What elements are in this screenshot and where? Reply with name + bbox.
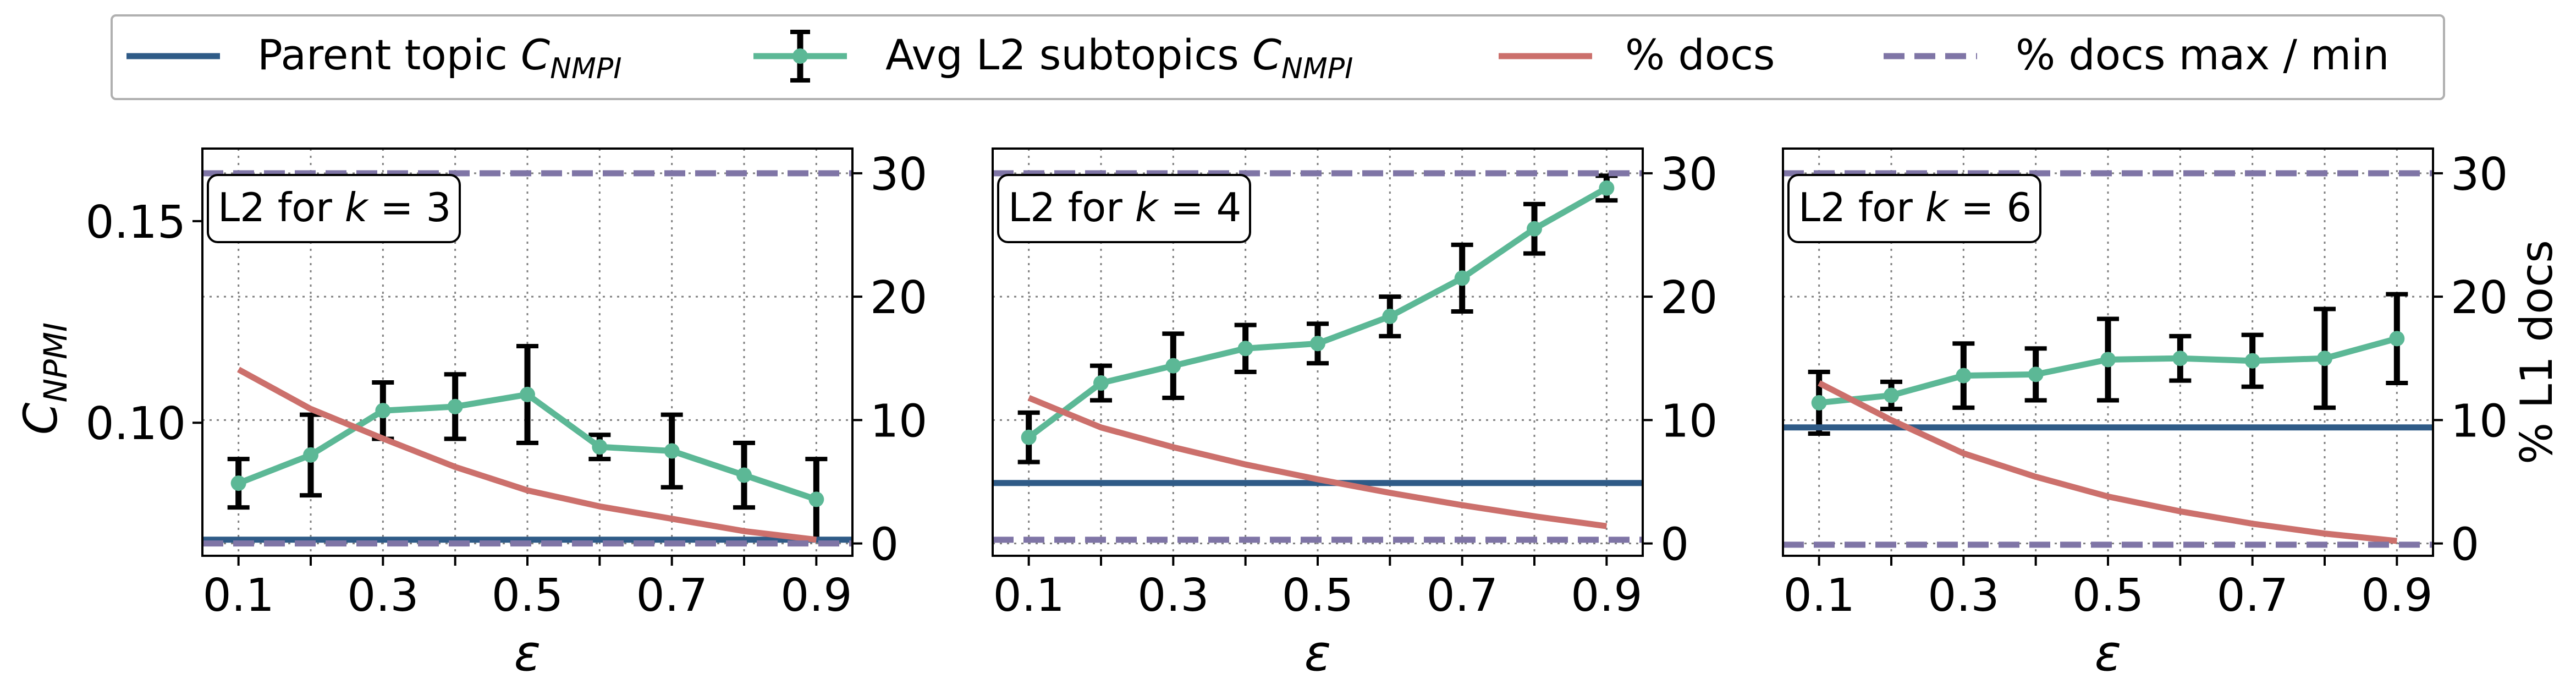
plot-area xyxy=(993,170,1643,543)
y-right-tick-label: 30 xyxy=(1660,149,1718,201)
avg-subtopics-point xyxy=(808,491,824,507)
avg-subtopics-point xyxy=(520,386,535,402)
x-tick-label: 0.1 xyxy=(993,570,1064,622)
avg-subtopics-point xyxy=(1884,387,1899,403)
avg-subtopics-point xyxy=(230,475,246,491)
y-left-tick-label: 0.15 xyxy=(85,196,186,249)
panel-frame xyxy=(1782,147,2434,557)
legend-swatch-avg-marker xyxy=(792,48,808,64)
x-tick-label: 0.3 xyxy=(1928,570,1999,622)
avg-subtopics-point xyxy=(1165,358,1181,374)
x-tick-label: 0.1 xyxy=(202,570,274,622)
avg-subtopics-point xyxy=(736,467,752,483)
avg-subtopics-point xyxy=(2172,351,2188,366)
avg-subtopics-point xyxy=(1093,375,1109,391)
x-tick-label: 0.7 xyxy=(1426,570,1498,622)
x-tick-label: 0.1 xyxy=(1783,570,1854,622)
panel-frame xyxy=(201,147,854,557)
avg-subtopics-point xyxy=(664,443,680,459)
legend-entry-docsmm: % docs max / min xyxy=(1884,30,2389,79)
avg-subtopics-point xyxy=(2100,352,2116,368)
y-left-tick-label: 0.10 xyxy=(85,398,186,450)
avg-subtopics-point xyxy=(1599,180,1615,196)
y-right-tick-label: 10 xyxy=(1660,395,1718,447)
x-axis-label: ε xyxy=(514,625,541,682)
legend: Parent topic CNMPI Avg L2 subtopics CNMP… xyxy=(111,14,2445,100)
x-tick-label: 0.5 xyxy=(492,570,563,622)
avg-subtopics-point xyxy=(1527,221,1542,237)
avg-subtopics-point xyxy=(375,403,391,419)
avg-subtopics-point xyxy=(1382,308,1398,324)
panel-frame xyxy=(992,147,1644,557)
y-right-tick-label: 10 xyxy=(2451,395,2508,447)
x-tick-label: 0.3 xyxy=(347,570,419,622)
x-tick-label: 0.5 xyxy=(1282,570,1353,622)
avg-subtopics-point xyxy=(2244,353,2260,369)
y-right-tick-label: 30 xyxy=(2451,149,2508,201)
legend-label-docs: % docs xyxy=(1625,30,1775,79)
avg-subtopics-point xyxy=(1310,336,1325,352)
panel-label: L2 for k = 6 xyxy=(1798,184,2032,231)
legend-label-avg: Avg L2 subtopics CNMPI xyxy=(885,30,1353,85)
legend-label-parent: Parent topic CNMPI xyxy=(257,30,622,85)
x-tick-label: 0.7 xyxy=(2216,570,2288,622)
legend-label-docsmm: % docs max / min xyxy=(2016,30,2389,79)
panel-label-box xyxy=(997,174,1251,243)
x-tick-label: 0.9 xyxy=(780,570,852,622)
panel-label: L2 for k = 4 xyxy=(1008,184,1241,231)
x-axis-label: ε xyxy=(2095,625,2122,682)
y-right-tick-label: 0 xyxy=(870,519,899,571)
y-right-tick-label: 20 xyxy=(1660,272,1718,324)
x-tick-label: 0.9 xyxy=(1571,570,1642,622)
panel-label-box xyxy=(1787,174,2041,243)
panel-label-box xyxy=(207,174,461,243)
panel-k3: 0.1 0.3 0.5 0.7 0.9 ε 0 10 20 30 0.10 0.15 L2 for k … xyxy=(85,147,927,682)
avg-subtopics-point xyxy=(1811,395,1827,411)
docs-line xyxy=(1818,380,2397,544)
y-axis-right-label: % L1 docs xyxy=(2511,240,2562,464)
avg-subtopics-point xyxy=(1454,270,1470,286)
avg-subtopics-point xyxy=(592,439,608,455)
x-tick-label: 0.7 xyxy=(636,570,707,622)
avg-subtopics-point xyxy=(1021,429,1037,445)
avg-subtopics-point xyxy=(2389,331,2405,347)
avg-subtopics-point xyxy=(1956,368,1972,384)
legend-entry-avg: Avg L2 subtopics CNMPI xyxy=(753,30,1353,85)
x-axis-label: ε xyxy=(1304,625,1331,682)
y-right-tick-label: 0 xyxy=(1660,519,1689,571)
x-tick-label: 0.3 xyxy=(1137,570,1209,622)
plot-area xyxy=(1783,170,2433,548)
panel-k4: 0.1 0.3 0.5 0.7 0.9 ε 0 10 20 30 L2 for k = 4 xyxy=(992,147,1718,682)
legend-frame xyxy=(111,14,2445,100)
plot-area xyxy=(202,170,852,547)
docs-line xyxy=(237,366,817,543)
y-right-tick-label: 20 xyxy=(870,272,927,324)
legend-entry-docs: % docs xyxy=(1499,30,1775,79)
y-axis-left-label: CNPMI xyxy=(14,322,74,435)
legend-entry-parent: Parent topic CNMPI xyxy=(126,30,622,85)
avg-subtopics-point xyxy=(303,447,318,463)
panel-label: L2 for k = 3 xyxy=(218,184,451,231)
avg-subtopics-point xyxy=(2317,351,2332,366)
panel-k6: 0.1 0.3 0.5 0.7 0.9 ε 0 10 20 30 L2 for k = 6 xyxy=(1782,147,2508,682)
y-right-tick-label: 10 xyxy=(870,395,927,447)
x-tick-label: 0.5 xyxy=(2072,570,2144,622)
docs-line xyxy=(1027,395,1608,529)
avg-subtopics-point xyxy=(1237,341,1253,357)
y-right-tick-label: 0 xyxy=(2451,519,2479,571)
x-tick-label: 0.9 xyxy=(2361,570,2432,622)
y-right-tick-label: 20 xyxy=(2451,272,2508,324)
avg-subtopics-point xyxy=(2028,366,2044,382)
avg-subtopics-point xyxy=(447,398,463,414)
y-right-tick-label: 30 xyxy=(870,149,927,201)
